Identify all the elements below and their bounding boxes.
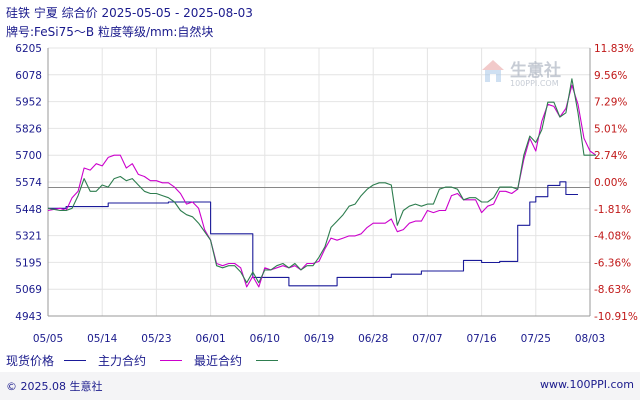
y-left-tick-label: 6078 — [15, 70, 42, 82]
y-right-tick-label: -6.36% — [594, 257, 631, 269]
chart-ticks: 6205 6078 5952 5826 5700 5574 5448 5321 5195 5069… — [15, 43, 638, 345]
legend-item-main: 主力合约 — [98, 352, 146, 369]
watermark-logo-icon — [482, 60, 504, 82]
y-right-tick-label: 5.01% — [594, 123, 627, 135]
series-line-spot — [48, 181, 578, 287]
watermark: 生意社 100PPI.COM — [482, 60, 561, 88]
chart-series — [47, 78, 597, 288]
y-right-tick-label: -4.08% — [594, 231, 631, 243]
x-tick-label: 05/05 — [33, 333, 63, 345]
footer: © 2025.08 生意社 www.100PPI.com — [6, 378, 634, 394]
watermark-url: 100PPI.COM — [510, 79, 559, 88]
y-right-tick-label: 7.29% — [594, 97, 627, 109]
watermark-name: 生意社 — [510, 60, 561, 81]
y-right-tick-label: -1.81% — [594, 204, 631, 216]
y-right-tick-label: -10.91% — [594, 311, 638, 323]
y-left-tick-label: 5952 — [15, 97, 42, 109]
chart-legend: 现货价格 主力合约 最近合约 — [6, 352, 290, 369]
x-tick-label: 07/07 — [412, 333, 442, 345]
series-line-nearest — [47, 78, 596, 284]
x-tick-label: 06/28 — [358, 333, 388, 345]
x-tick-label: 06/10 — [250, 333, 280, 345]
legend-main-label: 主力合约 — [98, 354, 147, 368]
footer-copyright: © 2025.08 生意社 — [6, 380, 103, 393]
x-tick-label: 08/03 — [575, 333, 605, 345]
x-tick-label: 05/14 — [87, 333, 118, 345]
y-left-tick-label: 5574 — [15, 177, 42, 189]
y-left-tick-label: 5448 — [15, 204, 42, 216]
legend-item-nearest: 最近合约 — [194, 352, 242, 369]
y-right-tick-label: 2.74% — [594, 150, 627, 162]
y-left-tick-label: 5195 — [15, 257, 42, 269]
y-right-tick-label: 9.56% — [594, 70, 627, 82]
y-right-tick-label: 0.00% — [594, 177, 627, 189]
y-left-tick-label: 5069 — [15, 284, 42, 296]
chart-grid — [47, 47, 591, 317]
chart-subtitle: 牌号:FeSi75～B 粒度等级/mm:自然块 — [6, 25, 214, 39]
chart-axes — [47, 48, 591, 317]
x-tick-label: 07/16 — [466, 333, 497, 345]
legend-nearest-label: 最近合约 — [194, 354, 243, 368]
legend-nearest-swatch — [256, 360, 279, 361]
y-left-tick-label: 6205 — [15, 43, 42, 55]
chart-title: 硅铁 宁夏 综合价 2025-05-05 - 2025-08-03 — [6, 6, 253, 20]
x-tick-label: 06/01 — [195, 333, 225, 345]
footer-site-link[interactable]: www.100PPI.com — [540, 378, 634, 391]
x-tick-label: 07/25 — [521, 333, 551, 345]
legend-spot-label: 现货价格 — [6, 354, 55, 368]
x-tick-label: 05/23 — [141, 333, 171, 345]
y-left-tick-label: 5826 — [15, 123, 42, 135]
y-left-tick-label: 5700 — [15, 150, 42, 162]
y-right-tick-label: -8.63% — [594, 284, 631, 296]
y-left-tick-label: 5321 — [15, 231, 42, 243]
legend-main-swatch — [160, 360, 183, 361]
x-tick-label: 06/19 — [304, 333, 334, 345]
legend-spot-swatch — [64, 360, 87, 361]
y-left-tick-label: 4943 — [15, 311, 42, 323]
series-line-main — [47, 84, 597, 288]
y-right-tick-label: 11.83% — [594, 43, 634, 55]
footer-background — [0, 372, 640, 400]
